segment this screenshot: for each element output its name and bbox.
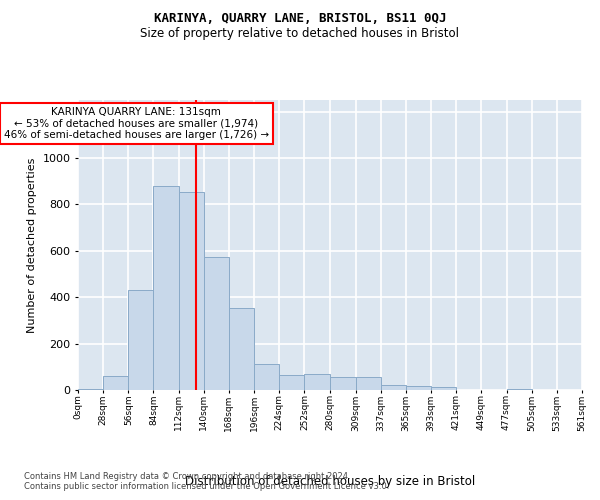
Bar [329, 377, 356, 390]
Bar [304, 374, 329, 390]
Bar [356, 377, 381, 390]
Bar [406, 386, 431, 390]
Bar [103, 376, 128, 390]
Bar [506, 389, 532, 390]
Bar [431, 387, 456, 390]
Text: Size of property relative to detached houses in Bristol: Size of property relative to detached ho… [140, 28, 460, 40]
Bar [204, 256, 229, 390]
Text: KARINYA QUARRY LANE: 131sqm
← 53% of detached houses are smaller (1,974)
46% of : KARINYA QUARRY LANE: 131sqm ← 53% of det… [4, 107, 269, 140]
Bar [154, 186, 179, 390]
Bar [279, 375, 304, 390]
Text: Contains HM Land Registry data © Crown copyright and database right 2024.: Contains HM Land Registry data © Crown c… [24, 472, 350, 481]
Text: KARINYA, QUARRY LANE, BRISTOL, BS11 0QJ: KARINYA, QUARRY LANE, BRISTOL, BS11 0QJ [154, 12, 446, 26]
Text: Contains public sector information licensed under the Open Government Licence v3: Contains public sector information licen… [24, 482, 389, 491]
Bar [381, 386, 406, 390]
Bar [179, 192, 204, 390]
X-axis label: Distribution of detached houses by size in Bristol: Distribution of detached houses by size … [185, 475, 475, 488]
Bar [254, 364, 279, 390]
Bar [78, 389, 103, 390]
Bar [229, 308, 254, 390]
Bar [128, 290, 154, 390]
Y-axis label: Number of detached properties: Number of detached properties [26, 158, 37, 332]
